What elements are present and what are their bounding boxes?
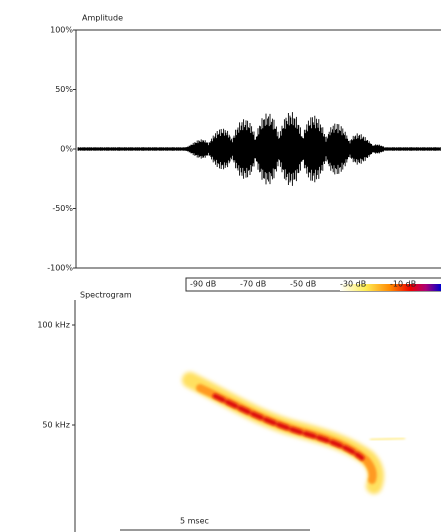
frequency-ticks: 100 kHz 50 kHz bbox=[37, 321, 75, 430]
amplitude-tick-label: -100% bbox=[47, 264, 73, 273]
amplitude-axis: 100% 50% 0% -50% -100% bbox=[47, 26, 76, 273]
trace-core bbox=[212, 393, 365, 461]
colorbar-label: -50 dB bbox=[290, 280, 316, 289]
amplitude-tick-label: 0% bbox=[60, 145, 73, 154]
trace-echo bbox=[369, 436, 406, 442]
colorbar-label: -90 dB bbox=[190, 280, 216, 289]
call-trace bbox=[182, 372, 406, 494]
waveform bbox=[77, 112, 441, 186]
time-scale-label: 5 msec bbox=[180, 517, 209, 526]
colorbar-label: -30 dB bbox=[340, 280, 366, 289]
amplitude-tick-label: 100% bbox=[50, 26, 73, 35]
colorbar-label: -10 dB bbox=[390, 280, 416, 289]
frequency-tick-label: 100 kHz bbox=[37, 321, 70, 330]
amplitude-tick-label: 50% bbox=[55, 85, 73, 94]
amplitude-tick-label: -50% bbox=[52, 204, 73, 213]
colorbar-label: -70 dB bbox=[240, 280, 266, 289]
colorbar-labels: -90 dB -70 dB -50 dB -30 dB -10 dB bbox=[190, 280, 416, 289]
amplitude-title: Amplitude bbox=[82, 14, 123, 23]
colorbar bbox=[340, 284, 441, 291]
frequency-tick-label: 50 kHz bbox=[42, 421, 70, 430]
spectrogram-title: Spectrogram bbox=[80, 291, 132, 300]
waveform-trace bbox=[77, 112, 441, 186]
